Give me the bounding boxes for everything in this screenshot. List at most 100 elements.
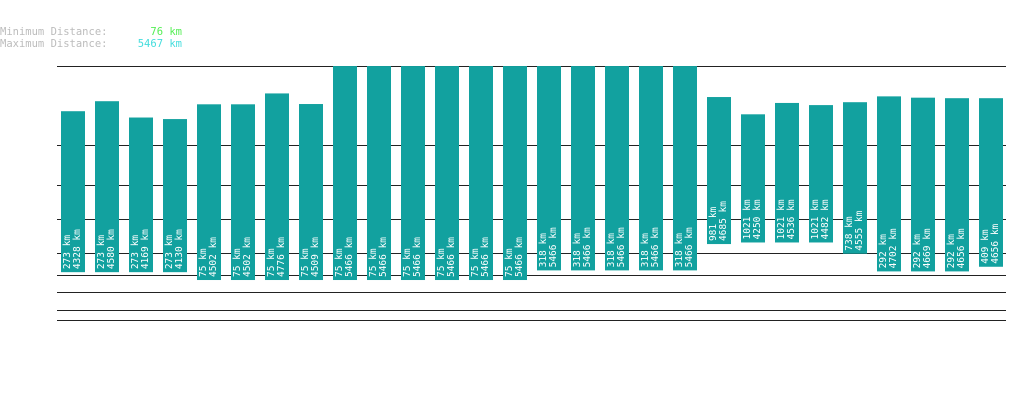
maximum-distance-value: 5467 km (137, 38, 182, 50)
bars: 273 km 4328 km 273 km 4580 km 273 km 4169 km 2… (61, 66, 1003, 281)
bar (809, 105, 833, 243)
bar-max-label: 4169 km (140, 229, 151, 269)
bar-max-label: 5466 km (480, 237, 491, 277)
bar-min-label: 75 km (266, 248, 277, 277)
bar-max-label: 4130 km (174, 229, 185, 269)
bar-group: 273 km 4169 km (129, 117, 153, 273)
bar (299, 104, 323, 281)
bar-min-label: 75 km (436, 248, 447, 277)
bar-min-label: 75 km (402, 248, 413, 277)
bar-max-label: 5466 km (616, 227, 627, 267)
bar-group: 981 km 4685 km (707, 97, 731, 245)
bar (231, 104, 255, 281)
bar-min-label: 318 km (538, 233, 549, 268)
bar-group: 75 km 5466 km (401, 66, 425, 281)
bar-max-label: 4669 km (922, 228, 933, 268)
bar-min-label: 75 km (334, 248, 345, 277)
bar-max-label: 5466 km (684, 227, 695, 267)
bar-group: 75 km 5466 km (367, 66, 391, 281)
bar-max-label: 4536 km (786, 199, 797, 239)
bar-min-label: 409 km (980, 229, 991, 264)
bar (877, 96, 901, 272)
bar-min-label: 292 km (946, 234, 957, 269)
bar (333, 66, 357, 281)
bar-group: 318 km 5466 km (639, 66, 663, 271)
bar-max-label: 4776 km (276, 237, 287, 277)
bar (265, 93, 289, 281)
minimum-distance-value: 76 km (150, 26, 182, 38)
bar-max-label: 4656 km (956, 228, 967, 268)
bar-min-label: 75 km (470, 248, 481, 277)
bar-min-label: 318 km (606, 233, 617, 268)
maximum-distance-label: Maximum Distance: (0, 38, 108, 50)
bar (197, 104, 221, 281)
bar-group: 75 km 5466 km (503, 66, 527, 281)
bar-max-label: 4502 km (242, 237, 253, 277)
bar-group: 273 km 4580 km (95, 101, 119, 273)
bar-max-label: 5466 km (446, 237, 457, 277)
bar (639, 66, 663, 271)
bar-group: 292 km 4669 km (911, 97, 935, 272)
bar-group: 318 km 5466 km (605, 66, 629, 271)
bar-min-label: 1021 km (742, 199, 753, 239)
bar (673, 66, 697, 271)
bar (129, 117, 153, 273)
bar (979, 98, 1003, 267)
bar-max-label: 5466 km (582, 227, 593, 267)
bar-group: 1021 km 4536 km (775, 102, 799, 243)
bar (537, 66, 561, 271)
bar (775, 102, 799, 243)
bar (163, 119, 187, 273)
bar-group: 75 km 5466 km (435, 66, 459, 281)
bar-group: 318 km 5466 km (537, 66, 561, 271)
bar-max-label: 4509 km (310, 237, 321, 277)
bar-group: 318 km 5466 km (571, 66, 595, 271)
bar-max-label: 5466 km (514, 237, 525, 277)
bar-min-label: 981 km (708, 206, 719, 241)
bar-min-label: 1021 km (776, 199, 787, 239)
bar-group: 75 km 4502 km (197, 104, 221, 281)
bar-group: 75 km 4776 km (265, 93, 289, 281)
minimum-distance-label: Minimum Distance: (0, 26, 108, 38)
bar (401, 66, 425, 281)
bar-max-label: 5466 km (378, 237, 389, 277)
bar-group: 409 km 4656 km (979, 98, 1003, 267)
bar-min-label: 738 km (844, 216, 855, 251)
bar-group: 273 km 4130 km (163, 119, 187, 273)
maximum-distance-row: Maximum Distance: 5467 km (0, 38, 182, 50)
bar-group: 75 km 5466 km (333, 66, 357, 281)
bar-group: 75 km 4502 km (231, 104, 255, 281)
bar-max-label: 4656 km (990, 223, 1001, 263)
bar-group: 273 km 4328 km (61, 111, 85, 273)
bar-group: 1021 km 4482 km (809, 105, 833, 243)
bar-min-label: 273 km (164, 235, 175, 270)
bar-min-label: 318 km (640, 233, 651, 268)
distance-summary: Minimum Distance: 76 km Maximum Distance:… (0, 26, 182, 50)
bar (911, 97, 935, 272)
bar-min-label: 75 km (300, 248, 311, 277)
bar-min-label: 273 km (62, 235, 73, 270)
bar-max-label: 4502 km (208, 237, 219, 277)
bar-max-label: 5466 km (344, 237, 355, 277)
bar-max-label: 4482 km (820, 199, 831, 239)
bar-min-label: 318 km (572, 233, 583, 268)
bar (741, 114, 765, 243)
bar (503, 66, 527, 281)
bar-group: 318 km 5466 km (673, 66, 697, 271)
bar-group: 292 km 4702 km (877, 96, 901, 272)
bar-min-label: 75 km (368, 248, 379, 277)
bar (945, 98, 969, 272)
bar-max-label: 4702 km (888, 228, 899, 268)
bar-group: 75 km 5466 km (469, 66, 493, 281)
bar (605, 66, 629, 271)
bar (843, 102, 867, 254)
bar-max-label: 5466 km (548, 227, 559, 267)
bar-min-label: 318 km (674, 233, 685, 268)
bar-max-label: 5466 km (412, 237, 423, 277)
bar-group: 292 km 4656 km (945, 98, 969, 272)
bar-min-label: 273 km (96, 235, 107, 270)
bar (95, 101, 119, 273)
bar-min-label: 75 km (198, 248, 209, 277)
bar-min-label: 75 km (232, 248, 243, 277)
